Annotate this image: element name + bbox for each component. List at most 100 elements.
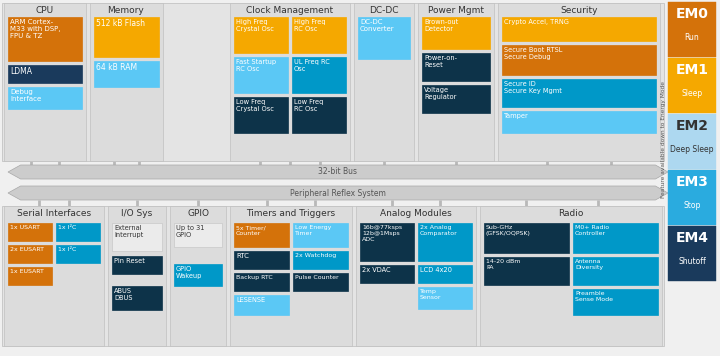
Bar (2, 3, 664, 161)
Text: LCD 4x20: LCD 4x20 (420, 267, 452, 273)
Text: Preamble
Sense Mode: Preamble Sense Mode (575, 291, 613, 302)
Text: Peripheral Reflex System: Peripheral Reflex System (290, 188, 386, 198)
Bar (112, 223, 162, 251)
Polygon shape (8, 165, 668, 179)
Bar (56, 223, 100, 241)
Text: LDMA: LDMA (10, 67, 32, 76)
Text: Serial Interfaces: Serial Interfaces (17, 209, 91, 218)
Bar (94, 17, 159, 57)
Bar (8, 267, 52, 285)
Bar (356, 206, 476, 346)
Text: 2x Watchdog: 2x Watchdog (295, 253, 336, 258)
Bar (4, 3, 86, 161)
Bar (292, 97, 346, 133)
Text: Fast Startup
RC Osc: Fast Startup RC Osc (236, 59, 276, 72)
Polygon shape (8, 186, 668, 200)
Text: 2x VDAC: 2x VDAC (362, 267, 391, 273)
Text: Secure Boot RTSL
Secure Debug: Secure Boot RTSL Secure Debug (504, 47, 562, 60)
Bar (354, 3, 414, 161)
Text: Temp
Sensor: Temp Sensor (420, 289, 441, 300)
Bar (56, 245, 100, 263)
Bar (2, 206, 664, 346)
Bar (480, 206, 662, 346)
Bar (573, 289, 658, 315)
Text: High Freq
Crystal Osc: High Freq Crystal Osc (236, 19, 274, 32)
Bar (484, 223, 569, 253)
Text: EM1: EM1 (675, 63, 708, 77)
Text: Brown-out
Detector: Brown-out Detector (424, 19, 458, 32)
Text: Power-on-
Reset: Power-on- Reset (424, 55, 457, 68)
Text: ABUS
DBUS: ABUS DBUS (114, 288, 132, 301)
Text: EM3: EM3 (675, 175, 708, 189)
Bar (8, 223, 52, 241)
Text: Pin Reset: Pin Reset (114, 258, 145, 264)
Bar (418, 265, 472, 283)
Text: Debug
Interface: Debug Interface (10, 89, 41, 102)
Text: 1x I²C: 1x I²C (58, 225, 76, 230)
Bar (234, 251, 289, 269)
Bar (484, 257, 569, 285)
Text: Clock Management: Clock Management (246, 6, 333, 15)
Bar (293, 273, 348, 291)
Text: GPIO
Wakeup: GPIO Wakeup (176, 266, 202, 279)
Text: Tamper: Tamper (504, 113, 528, 119)
Bar (502, 45, 656, 75)
Text: Sub-GHz
(GFSK/OQPSK): Sub-GHz (GFSK/OQPSK) (486, 225, 531, 236)
Text: EM2: EM2 (675, 119, 708, 133)
Bar (502, 79, 656, 107)
Text: Stop: Stop (683, 201, 701, 210)
Bar (418, 287, 472, 309)
Text: External
Interrupt: External Interrupt (114, 225, 143, 238)
Bar (360, 223, 414, 261)
Text: DC-DC: DC-DC (369, 6, 399, 15)
Bar (8, 87, 82, 109)
Bar (292, 17, 346, 53)
Text: DC-DC
Converter: DC-DC Converter (360, 19, 395, 32)
Text: 512 kB Flash: 512 kB Flash (96, 19, 145, 28)
Bar (230, 3, 350, 161)
Bar (498, 3, 660, 161)
Bar (358, 17, 410, 59)
Text: Up to 31
GPIO: Up to 31 GPIO (176, 225, 204, 238)
Text: Deep Sleep: Deep Sleep (670, 145, 714, 154)
Text: ARM Cortex-
M33 with DSP,
FPU & TZ: ARM Cortex- M33 with DSP, FPU & TZ (10, 19, 60, 39)
Text: 2x Analog
Comparator: 2x Analog Comparator (420, 225, 458, 236)
Bar (174, 264, 222, 286)
Bar (108, 206, 166, 346)
Bar (170, 206, 226, 346)
Bar (4, 206, 104, 346)
Text: Memory: Memory (107, 6, 145, 15)
Text: Low Energy
Timer: Low Energy Timer (295, 225, 331, 236)
Text: 64 kB RAM: 64 kB RAM (96, 63, 137, 72)
Bar (422, 53, 490, 81)
Text: Voltage
Regulator: Voltage Regulator (424, 87, 456, 100)
Bar (112, 256, 162, 274)
Bar (418, 223, 472, 261)
Bar (668, 170, 716, 225)
Text: High Freq
RC Osc: High Freq RC Osc (294, 19, 325, 32)
Bar (668, 58, 716, 113)
Text: Antenna
Diversity: Antenna Diversity (575, 259, 603, 270)
Bar (8, 65, 82, 83)
Bar (234, 273, 289, 291)
Bar (422, 17, 490, 49)
Text: Shutoff: Shutoff (678, 257, 706, 266)
Bar (668, 226, 716, 281)
Bar (90, 3, 163, 161)
Text: 5x Timer/
Counter: 5x Timer/ Counter (236, 225, 266, 236)
Bar (668, 114, 716, 169)
Text: Timers and Triggers: Timers and Triggers (246, 209, 336, 218)
Bar (573, 223, 658, 253)
Bar (293, 251, 348, 269)
Bar (502, 111, 656, 133)
Text: EM0: EM0 (675, 7, 708, 21)
Text: 1x USART: 1x USART (10, 225, 40, 230)
Text: Run: Run (685, 33, 699, 42)
Bar (8, 17, 82, 61)
Text: Backup RTC: Backup RTC (236, 275, 273, 280)
Bar (422, 85, 490, 113)
Bar (360, 265, 414, 283)
Text: Radio: Radio (558, 209, 584, 218)
Bar (234, 57, 288, 93)
Text: UL Freq RC
Osc: UL Freq RC Osc (294, 59, 330, 72)
